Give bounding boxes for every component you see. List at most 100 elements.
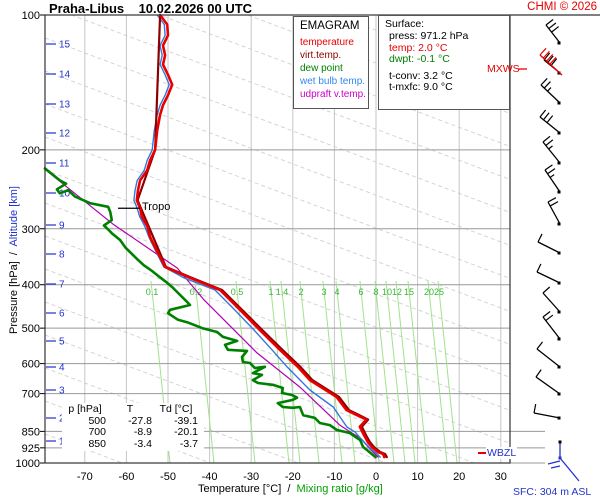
wind-barb-dot bbox=[557, 222, 561, 226]
table-cell: -20.1 bbox=[174, 426, 198, 438]
wind-barb-tick bbox=[551, 26, 559, 33]
altitude-tick-label: 9 bbox=[59, 221, 65, 232]
legend-box: EMAGRAM temperature virt.temp. dew point we… bbox=[293, 16, 369, 109]
table-cell: -8.9 bbox=[133, 426, 152, 438]
tropopause-label: Tropo bbox=[142, 201, 171, 213]
surface-row-2: dwpt: -0.1 °C bbox=[389, 53, 450, 66]
wind-barb-tick bbox=[542, 286, 551, 294]
pressure-tick-label: 600 bbox=[22, 359, 40, 371]
altitude-tick-label: 11 bbox=[59, 159, 70, 170]
virt-temp--curve bbox=[136, 13, 388, 459]
mixing-ratio-label: 2 bbox=[298, 287, 303, 297]
x-axis-title: Temperature [°C] / Mixing ratio [g/kg] bbox=[198, 483, 383, 495]
x-axis-title-temperature: Temperature [°C] bbox=[198, 483, 282, 495]
dry-adiabat-line bbox=[158, 15, 510, 147]
table-header-row: p [hPa] T Td [°C] bbox=[64, 403, 202, 416]
wind-barb-half-tick bbox=[547, 87, 552, 92]
wind-barb-staff bbox=[536, 271, 561, 284]
dry-adiabat-line bbox=[45, 235, 510, 411]
wind-barb-staff bbox=[542, 292, 561, 313]
wind-barb-dot bbox=[557, 337, 561, 341]
wind-barb-staff bbox=[539, 116, 561, 134]
pressure-tick-label: 850 bbox=[22, 426, 40, 438]
wind-barb-staff bbox=[533, 412, 561, 419]
mixing-ratio-label: 12 bbox=[392, 287, 402, 297]
wind-barb-tick bbox=[540, 78, 548, 86]
wind-barb-staff bbox=[535, 376, 561, 395]
dew-point-curve bbox=[43, 167, 377, 459]
altitude-tick-label: 12 bbox=[59, 129, 71, 140]
mixing-ratio-label: 3 bbox=[321, 287, 326, 297]
altitude-tick-label: 4 bbox=[59, 363, 65, 374]
temp-tick-label: 10 bbox=[411, 471, 423, 483]
mixing-ratio-line bbox=[299, 280, 320, 463]
dry-adiabat-line bbox=[45, 202, 510, 378]
pressure-tick-label: 500 bbox=[22, 323, 40, 335]
wind-barb-tick bbox=[548, 22, 557, 30]
wind-barb-tick bbox=[547, 197, 557, 203]
surface-wind-dot bbox=[558, 440, 562, 444]
temperature-curve bbox=[135, 13, 386, 459]
mixing-ratio-line bbox=[235, 280, 256, 463]
wet-bulb-temp--curve bbox=[133, 14, 381, 458]
mixing-ratio-line bbox=[194, 280, 215, 463]
table-row: 850 -3.4 -3.7 bbox=[64, 437, 202, 451]
wet-bulb-zero-label: WBZL bbox=[486, 447, 518, 459]
wind-barb-tick bbox=[544, 164, 553, 171]
pressure-tick-label: 300 bbox=[22, 224, 40, 236]
surface-wind-tick bbox=[550, 465, 561, 469]
y-axis-title: Pressure [hPa] / Altitude [km] bbox=[8, 100, 20, 420]
wind-barb-tick bbox=[542, 311, 551, 318]
temp-tick-label: -30 bbox=[243, 471, 259, 483]
wind-barb-tick bbox=[543, 112, 550, 121]
mixing-ratio-line bbox=[427, 280, 448, 463]
y-axis-title-separator: / bbox=[8, 246, 20, 262]
wind-barb-staff bbox=[537, 241, 561, 254]
mixing-ratio-line bbox=[374, 280, 395, 463]
temp-tick-label: -40 bbox=[202, 471, 218, 483]
page-title: Praha-Libus 10.02.2026 00 UTC bbox=[49, 1, 253, 16]
wind-barb-tick bbox=[543, 81, 551, 89]
altitude-tick-label: 10 bbox=[59, 189, 71, 200]
wind-barb-tick bbox=[539, 47, 547, 56]
mixing-ratio-label: 6 bbox=[358, 287, 363, 297]
altitude-tick-label: 6 bbox=[59, 309, 65, 320]
y-axis-title-altitude: Altitude [km] bbox=[8, 186, 20, 247]
table-cell: -3.7 bbox=[179, 437, 198, 450]
mixing-ratio-line bbox=[359, 280, 380, 463]
table-cell: -39.1 bbox=[174, 414, 198, 427]
altitude-tick-label: 5 bbox=[59, 337, 65, 348]
wind-barb-tick bbox=[536, 263, 542, 273]
wind-barb-tick bbox=[537, 233, 543, 243]
temp-tick-label: 0 bbox=[373, 471, 379, 483]
table-row: 700 -8.9 -20.1 bbox=[64, 426, 202, 439]
wind-barb-tick bbox=[542, 50, 550, 59]
mixing-ratio-line bbox=[437, 280, 458, 463]
wind-barb-tick bbox=[545, 314, 554, 322]
surface-row-0: press: 971.2 hPa bbox=[389, 30, 469, 42]
dry-adiabat-line bbox=[45, 334, 388, 463]
mixing-ratio-label: 15 bbox=[404, 287, 414, 297]
table-cell: 700 bbox=[88, 426, 106, 438]
wind-barb-dot bbox=[557, 41, 561, 45]
legend-title: EMAGRAM bbox=[300, 20, 360, 32]
mixing-ratio-label: 8 bbox=[373, 287, 378, 297]
dry-adiabat-line bbox=[45, 367, 300, 463]
x-axis-title-mixing-ratio: Mixing ratio [g/kg] bbox=[296, 483, 383, 495]
legend-item-0: temperature bbox=[300, 37, 354, 48]
mixing-ratio-label: 20 bbox=[424, 287, 434, 297]
mixing-ratio-line bbox=[280, 280, 301, 463]
mixing-ratio-line bbox=[322, 280, 343, 463]
wind-barb-dot bbox=[557, 101, 561, 105]
copyright-label: CHMI © 2026 bbox=[527, 1, 597, 13]
altitude-tick-label: 3 bbox=[59, 386, 65, 397]
altitude-tick-label: 15 bbox=[59, 40, 71, 51]
wind-barb-staff bbox=[545, 24, 561, 44]
mixing-ratio-line bbox=[269, 280, 290, 463]
wind-barb-dot bbox=[557, 161, 561, 165]
dry-adiabat-line bbox=[45, 37, 510, 213]
wind-barb-tick bbox=[533, 404, 537, 414]
surface-row-1: temp: 2.0 °C bbox=[389, 41, 448, 54]
wind-barb-half-tick bbox=[549, 174, 555, 178]
